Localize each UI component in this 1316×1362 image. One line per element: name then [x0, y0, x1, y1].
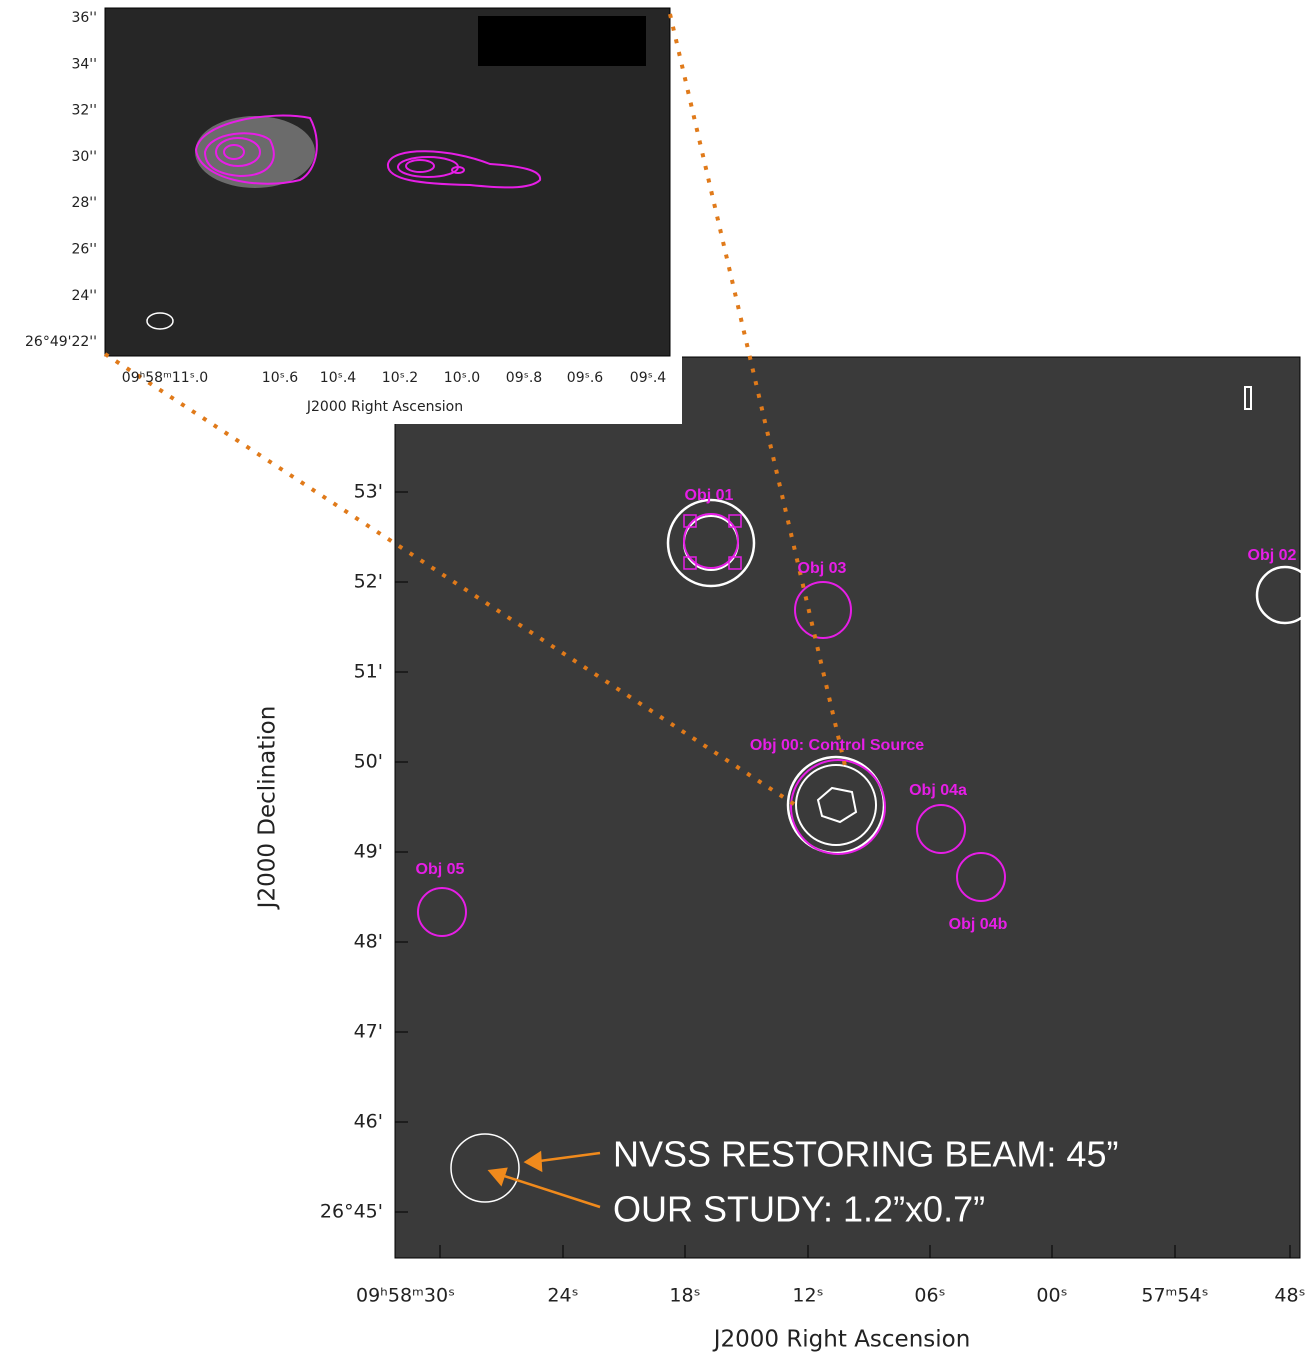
y-tick-label: 50': [354, 751, 383, 773]
inset-x-tick-label: 10ˢ.6: [262, 370, 298, 386]
x-tick-label: 12ˢ: [792, 1285, 823, 1307]
object-label: Obj 03: [798, 560, 847, 577]
x-tick-label: 18ˢ: [669, 1285, 700, 1307]
y-tick-label: 26°45': [320, 1201, 383, 1223]
x-tick-label: 06ˢ: [914, 1285, 945, 1307]
annotation: OUR STUDY: 1.2”x0.7”: [613, 1189, 985, 1230]
y-tick-label: 52': [354, 571, 383, 593]
beam-arrows: [487, 1150, 601, 1209]
x-tick-label: 48ˢ: [1274, 1285, 1305, 1307]
inset-y-tick-label: 36'': [71, 10, 97, 26]
x-axis-label: J2000 Right Ascension: [712, 1327, 971, 1353]
labels: 53' 52' 51' 50' 49' 48' 47' 46' 26°45' 09ʰ58ᵐ30ˢ 2…: [25, 10, 1306, 1353]
y-tick-label: 51': [354, 661, 383, 683]
y-tick-label: 49': [354, 841, 383, 863]
inset-y-tick-label: 24'': [71, 288, 97, 304]
inset-x-tick-label: 09ˢ.6: [567, 370, 603, 386]
connector-lines: [103, 13, 848, 810]
y-tick-label: 46': [354, 1111, 383, 1133]
x-tick-label: 00ˢ: [1036, 1285, 1067, 1307]
inset-y-tick-label: 30'': [71, 149, 97, 165]
x-tick-label: 24ˢ: [547, 1285, 578, 1307]
y-tick-label: 47': [354, 1021, 383, 1043]
inset-y-tick-label: 26°49'22'': [25, 334, 97, 350]
object-label: Obj 05: [416, 861, 465, 878]
inset-y-tick-label: 28'': [71, 195, 97, 211]
inset-x-tick-label: 10ˢ.4: [320, 370, 356, 386]
annotation: NVSS RESTORING BEAM: 45”: [613, 1134, 1118, 1175]
inset-y-tick-label: 26'': [71, 242, 97, 258]
x-tick-label: 57ᵐ54ˢ: [1141, 1285, 1208, 1307]
object-label: Obj 04a: [909, 782, 967, 799]
object-label: Obj 00: Control Source: [750, 737, 924, 754]
object-label: Obj 02: [1248, 547, 1297, 564]
main-image: [394, 356, 1301, 1259]
inset-x-tick-label: 10ˢ.0: [444, 370, 480, 386]
inset-y-tick-label: 34'': [71, 56, 97, 72]
inset-x-tick-label: 10ˢ.2: [382, 370, 418, 386]
y-tick-label: 53': [354, 481, 383, 503]
inset-beam: [146, 312, 174, 330]
object-label: Obj 04b: [949, 916, 1008, 933]
inset-redaction: [478, 16, 646, 66]
y-axis-label: J2000 Declination: [255, 706, 281, 911]
inset-contours: [194, 114, 542, 189]
inset-x-axis-label: J2000 Right Ascension: [306, 399, 463, 415]
inset-y-tick-label: 32'': [71, 103, 97, 119]
y-tick-label: 48': [354, 931, 383, 953]
x-tick-label: 09ʰ58ᵐ30ˢ: [356, 1285, 455, 1307]
object-label: Obj 01: [685, 487, 734, 504]
main-markers: [417, 386, 1315, 1203]
inset-x-tick-label: 09ˢ.4: [630, 370, 666, 386]
inset-x-tick-label: 09ˢ.8: [506, 370, 542, 386]
inset-x-tick-label: 09ʰ58ᵐ11ˢ.0: [122, 370, 208, 386]
